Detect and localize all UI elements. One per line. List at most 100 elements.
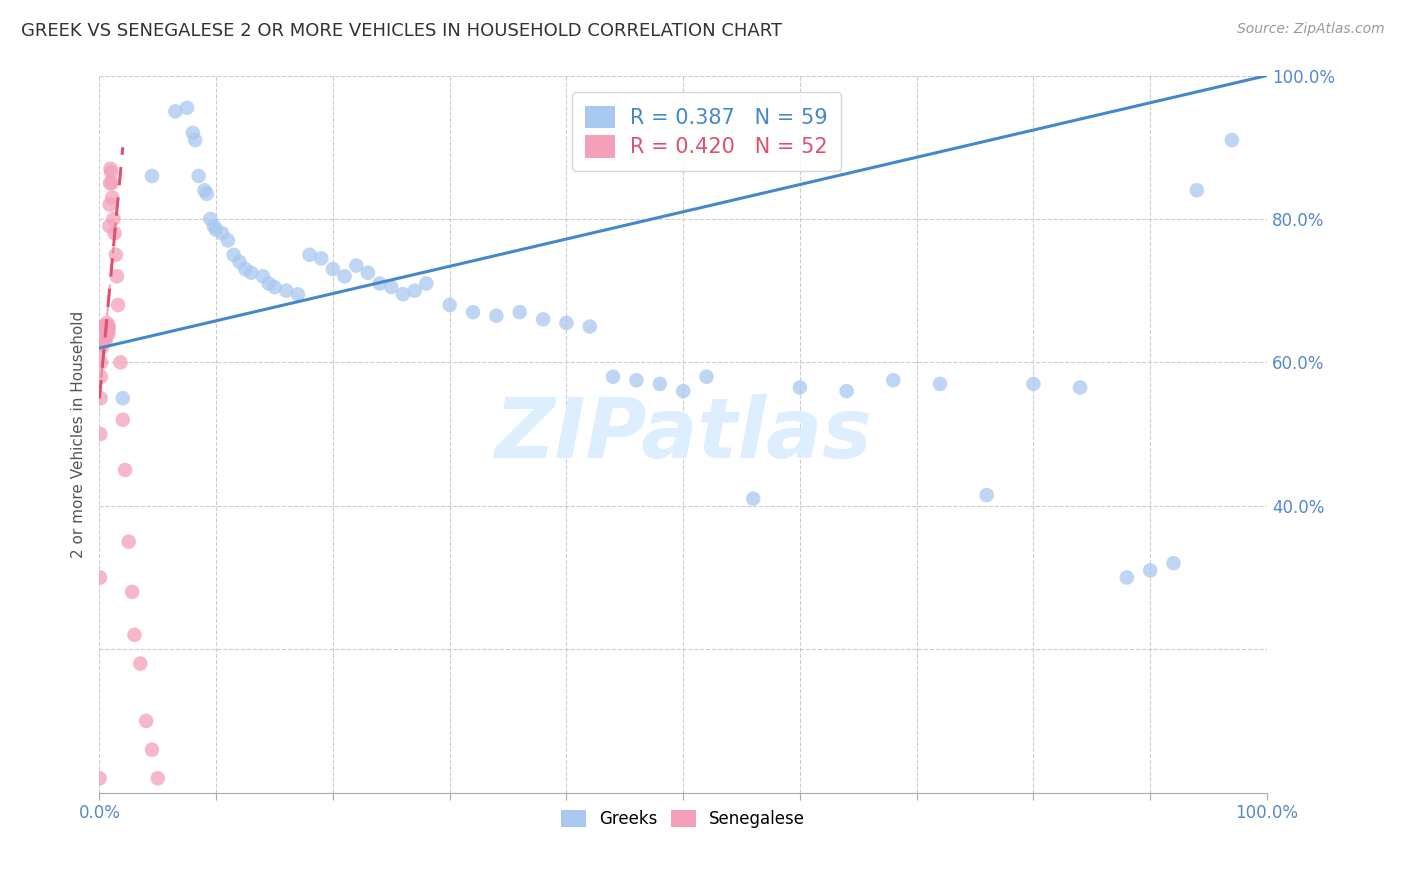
Point [509, 305, 531, 319]
Point [392, 287, 415, 301]
Point [89, 772, 111, 786]
Point [555, 316, 578, 330]
Point [322, 262, 344, 277]
Point [97, 323, 120, 337]
Point [1220, 133, 1243, 147]
Point [141, 742, 163, 756]
Point [404, 284, 426, 298]
Point [129, 657, 152, 671]
Point [1069, 380, 1091, 394]
Point [91, 334, 114, 348]
Point [789, 380, 811, 394]
Point [91, 323, 114, 337]
Point [184, 133, 207, 147]
Point [91, 330, 114, 344]
Point [97, 319, 120, 334]
Point [90, 341, 112, 355]
Point [96, 316, 118, 330]
Point [202, 219, 225, 233]
Point [103, 211, 125, 226]
Point [672, 384, 695, 398]
Point [91, 326, 114, 341]
Point [181, 126, 204, 140]
Point [1185, 183, 1208, 197]
Point [176, 101, 198, 115]
Point [98, 219, 121, 233]
Point [89, 427, 111, 442]
Point [111, 391, 134, 405]
Point [97, 326, 120, 341]
Point [485, 309, 508, 323]
Point [124, 628, 146, 642]
Point [240, 266, 263, 280]
Point [187, 169, 209, 183]
Point [439, 298, 461, 312]
Point [976, 488, 998, 502]
Point [461, 305, 484, 319]
Y-axis label: 2 or more Vehicles in Household: 2 or more Vehicles in Household [72, 310, 86, 558]
Point [101, 190, 124, 204]
Point [90, 391, 112, 405]
Point [96, 319, 118, 334]
Point [121, 585, 143, 599]
Point [96, 326, 118, 341]
Point [96, 323, 118, 337]
Point [602, 369, 624, 384]
Point [742, 491, 765, 506]
Point [882, 373, 904, 387]
Point [93, 319, 115, 334]
Point [193, 183, 215, 197]
Point [94, 330, 117, 344]
Point [135, 714, 157, 728]
Point [263, 280, 285, 294]
Point [1163, 556, 1185, 570]
Point [98, 176, 121, 190]
Point [107, 298, 129, 312]
Point [94, 326, 117, 341]
Point [211, 227, 233, 241]
Point [105, 269, 128, 284]
Point [114, 463, 136, 477]
Point [257, 277, 280, 291]
Point [252, 269, 274, 284]
Point [91, 326, 114, 341]
Point [531, 312, 554, 326]
Point [117, 534, 139, 549]
Point [222, 248, 245, 262]
Point [578, 319, 600, 334]
Point [195, 186, 218, 201]
Point [93, 330, 115, 344]
Point [94, 323, 117, 337]
Point [111, 413, 134, 427]
Point [100, 165, 122, 179]
Point [90, 369, 112, 384]
Point [165, 104, 187, 119]
Point [100, 176, 122, 190]
Point [97, 319, 120, 334]
Point [200, 211, 222, 226]
Text: GREEK VS SENEGALESE 2 OR MORE VEHICLES IN HOUSEHOLD CORRELATION CHART: GREEK VS SENEGALESE 2 OR MORE VEHICLES I… [21, 22, 782, 40]
Point [90, 355, 112, 369]
Point [344, 259, 367, 273]
Point [217, 234, 239, 248]
Point [835, 384, 858, 398]
Point [93, 319, 115, 334]
Point [205, 223, 228, 237]
Point [298, 248, 321, 262]
Point [110, 355, 132, 369]
Text: Source: ZipAtlas.com: Source: ZipAtlas.com [1237, 22, 1385, 37]
Point [309, 252, 332, 266]
Point [276, 284, 298, 298]
Point [415, 277, 437, 291]
Point [104, 248, 127, 262]
Point [141, 169, 163, 183]
Point [93, 326, 115, 341]
Point [696, 369, 718, 384]
Legend: Greeks, Senegalese: Greeks, Senegalese [554, 803, 813, 835]
Point [287, 287, 309, 301]
Point [89, 570, 111, 584]
Point [357, 266, 380, 280]
Point [94, 334, 117, 348]
Point [929, 376, 952, 391]
Point [90, 337, 112, 351]
